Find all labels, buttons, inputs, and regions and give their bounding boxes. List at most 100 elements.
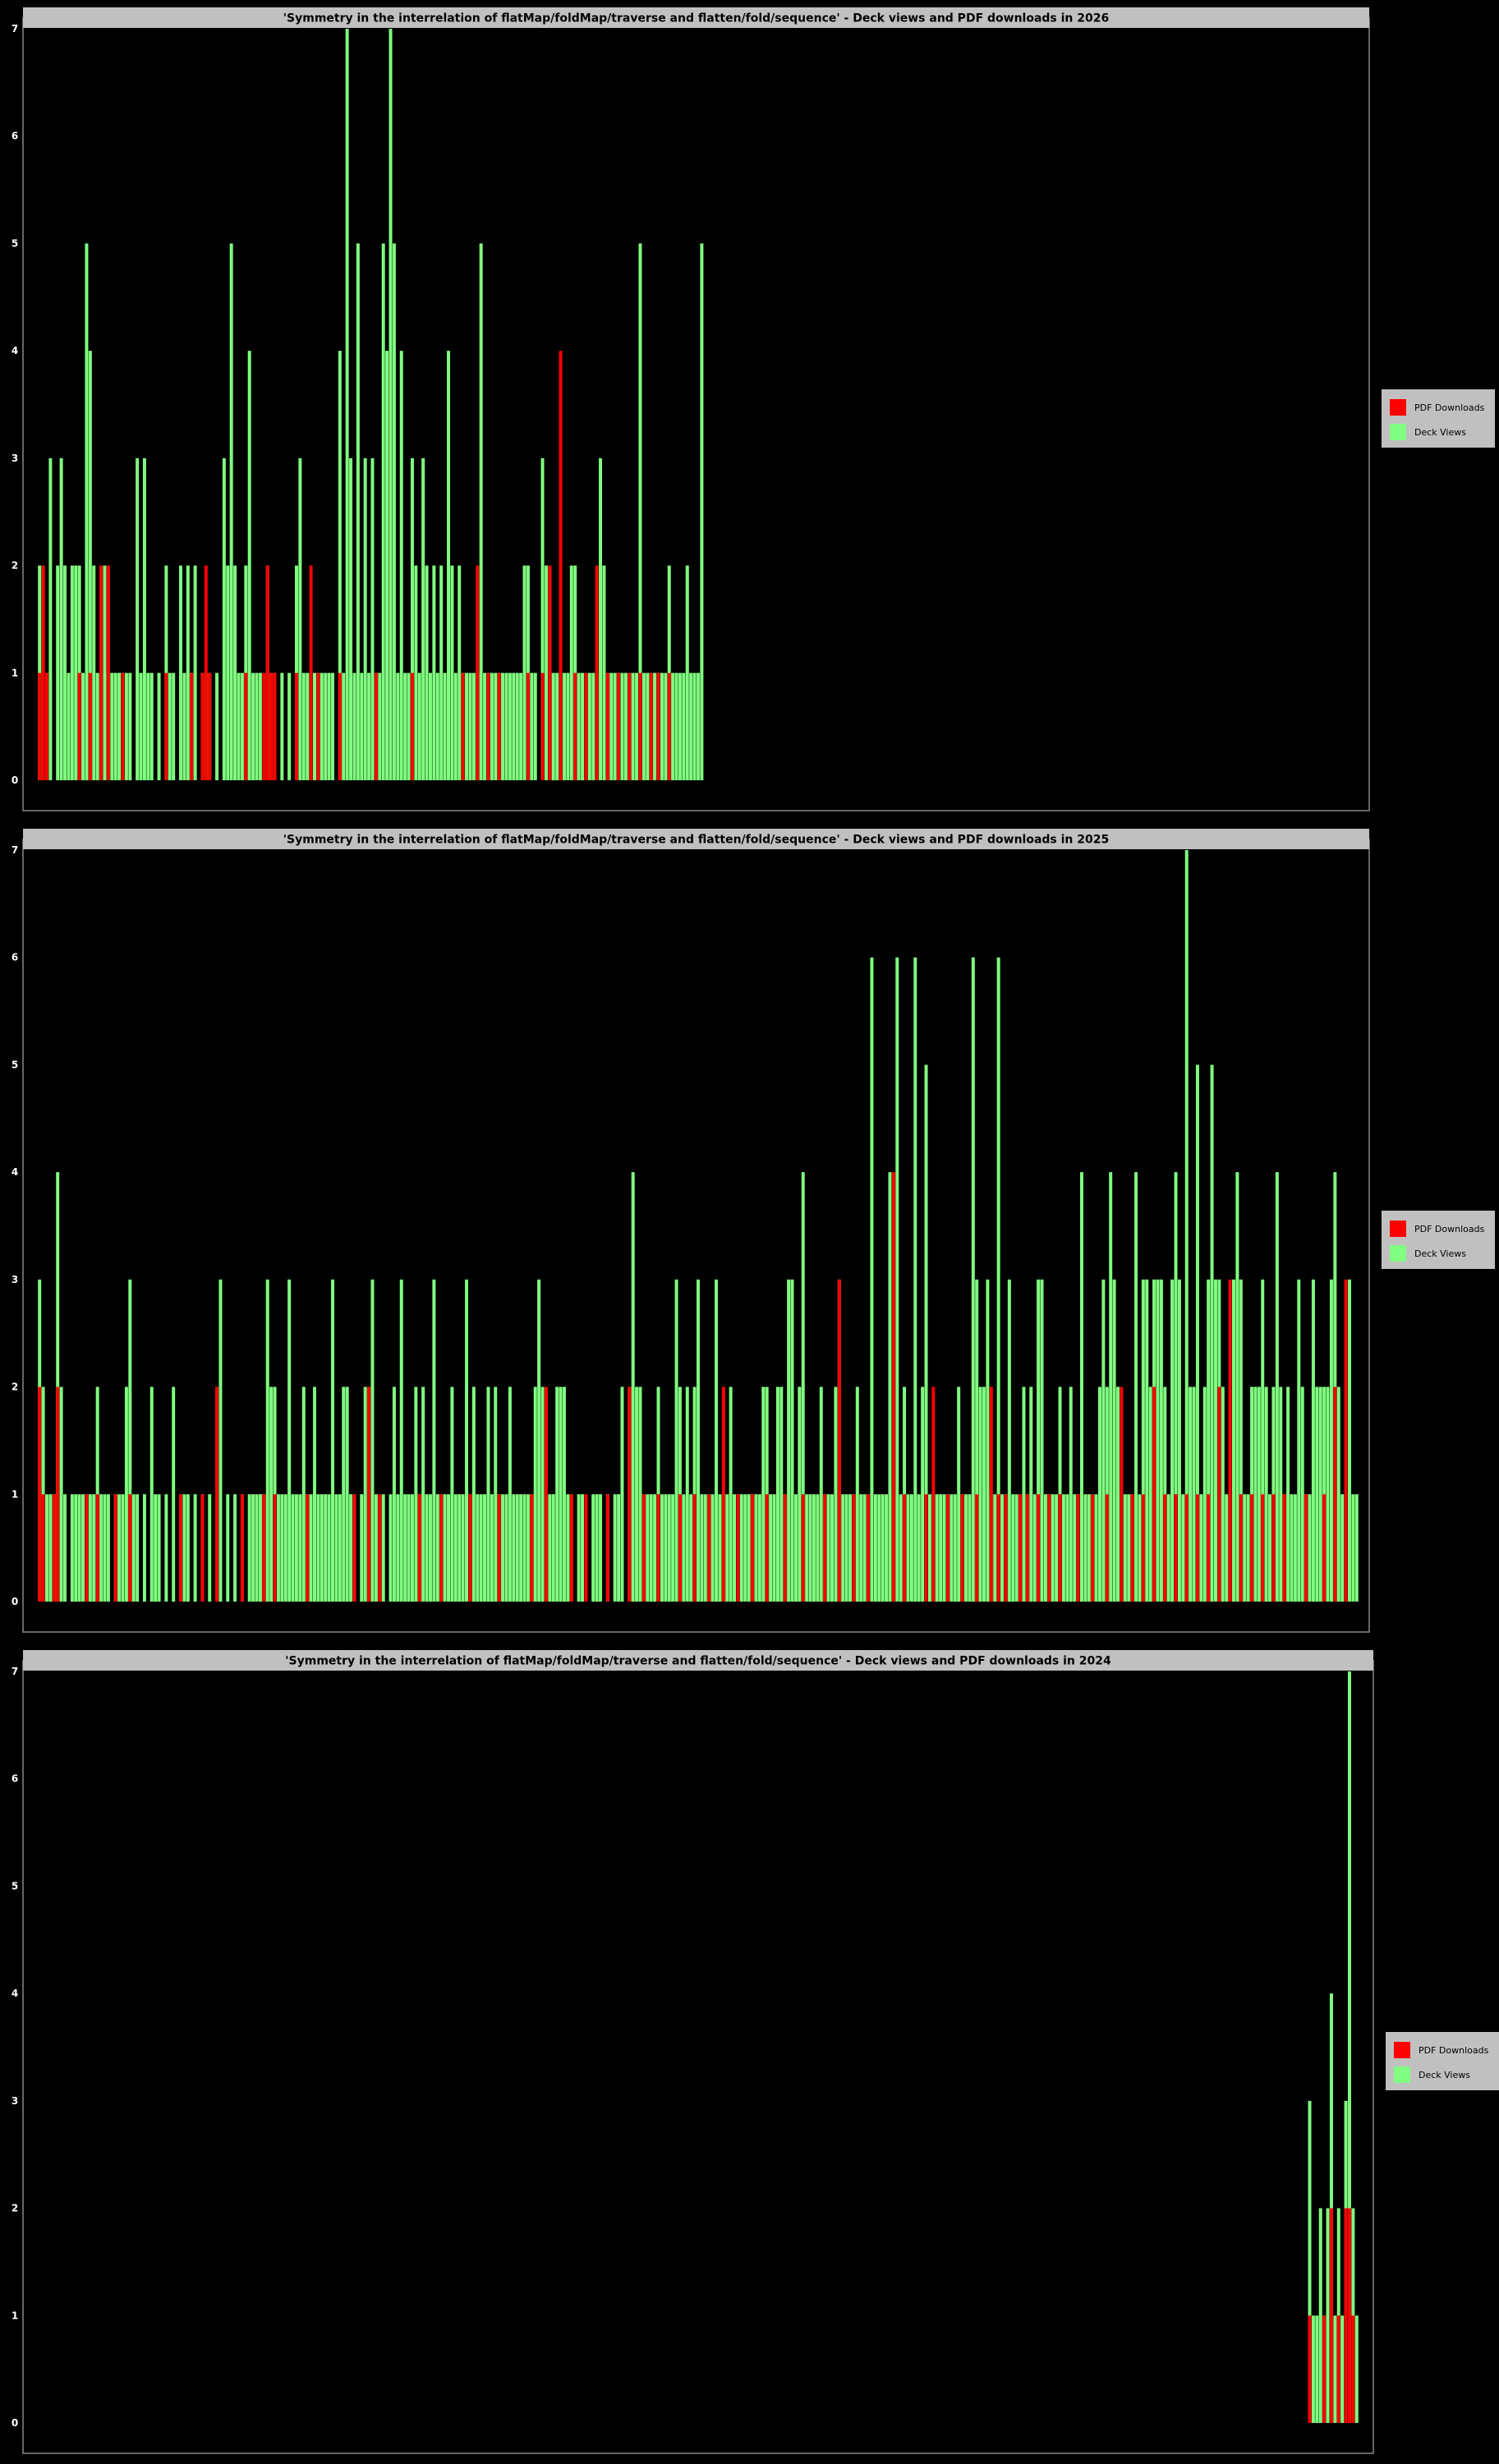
deck-views-bar [331,673,335,780]
pdf-downloads-bar [273,1494,277,1602]
deck-views-bar [1340,2315,1345,2423]
deck-views-bar [1286,1386,1290,1602]
pdf-downloads-bar [1195,1494,1199,1602]
deck-views-bar [345,29,349,780]
pdf-downloads-bar [1336,2315,1340,2423]
pdf-downloads-series [38,1172,1348,1602]
pdf-downloads-bar [960,1494,964,1602]
deck-views-bar [389,29,393,780]
deck-views-bar [172,673,176,780]
deck-views-bar [927,1494,931,1602]
deck-views-bar [320,1494,324,1602]
deck-views-bar [1308,2100,1312,2423]
deck-views-bar [533,673,537,780]
deck-views-bar [656,1386,660,1602]
deck-views-bar [519,673,523,780]
deck-views-bar [573,565,577,780]
pdf-downloads-bar [945,1494,950,1602]
deck-views-bar [313,1386,316,1602]
deck-views-bar [826,1494,830,1602]
deck-views-bar [819,1386,823,1602]
deck-views-bar [280,1494,284,1602]
deck-views-bar [229,243,233,780]
pdf-downloads-bar [417,1494,421,1602]
pdf-downloads-bar [996,1494,1000,1602]
y-tick-label: 7 [11,844,18,856]
deck-views-bar [99,1494,103,1602]
title-bar [23,1650,1373,1671]
deck-views-bar [715,1279,718,1602]
deck-views-bar [957,1386,961,1602]
deck-views-bar [1271,1386,1276,1602]
deck-views-bar [544,565,548,780]
deck-views-bar [360,673,364,780]
legend: PDF Downloads Deck Views [1382,1211,1495,1269]
deck-views-bar [124,673,128,780]
deck-views-bar [374,1494,378,1602]
deck-views-bar [392,1386,396,1602]
deck-views-bar [772,1494,776,1602]
pdf-downloads-bar [852,1494,856,1602]
chart-panel-2024: 'Symmetry in the interrelation of flatMa… [0,1643,1499,2464]
deck-views-bar [208,1494,212,1602]
deck-views-bar [667,1494,671,1602]
pdf-downloads-bar [1091,1494,1095,1602]
deck-views-bar [407,673,411,780]
deck-views-bar [453,673,458,780]
deck-views-bar [1336,2208,1340,2423]
pdf-downloads-bar [374,673,378,780]
pdf-downloads-bar [52,1494,56,1602]
deck-views-bar [563,673,566,780]
deck-views-bar [848,1494,852,1602]
pdf-downloads-bar [309,565,313,780]
y-tick-label: 5 [11,237,18,249]
deck-views-bar [121,1494,125,1602]
deck-views-bar [939,1494,943,1602]
deck-views-bar [81,1494,85,1602]
y-tick-label: 5 [11,1880,18,1892]
legend-swatch [1390,1221,1406,1237]
y-tick-label: 1 [11,1488,18,1500]
deck-views-bar [790,1279,794,1602]
deck-views-bar [765,1386,769,1602]
deck-views-series [38,29,704,780]
deck-views-bar [389,1494,393,1602]
deck-views-bar [591,673,595,780]
pdf-downloads-bar [476,565,480,780]
deck-views-bar [1065,1494,1069,1602]
deck-views-bar [649,1494,653,1602]
deck-views-bar [182,1494,186,1602]
deck-views-bar [45,1494,48,1602]
deck-views-bar [1235,1172,1239,1602]
deck-views-bar [1297,1279,1301,1602]
deck-views-bar [638,1386,642,1602]
deck-views-bar [396,1494,400,1602]
deck-views-bar [1195,1064,1199,1602]
pdf-downloads-bar [273,673,277,780]
deck-views-bar [95,1386,99,1602]
pdf-downloads-bar [352,1494,356,1602]
deck-views-bar [63,1494,67,1602]
deck-views-bar [410,1494,414,1602]
pdf-downloads-bar [316,673,320,780]
deck-views-bar [635,673,639,780]
deck-views-bar [320,673,324,780]
deck-views-bar [70,1494,74,1602]
deck-views-bar [251,673,255,780]
deck-views-bar [1213,1279,1217,1602]
deck-views-bar [812,1494,816,1602]
pdf-downloads-bar [38,673,42,780]
pdf-downloads-bar [45,673,48,780]
pdf-downloads-bar [128,1494,132,1602]
deck-views-bar [483,1494,487,1602]
deck-views-bar [432,1279,436,1602]
deck-views-series [38,850,1359,1602]
deck-views-bar [638,243,642,780]
deck-views-bar [342,1386,346,1602]
deck-views-bar [801,1172,805,1602]
pdf-downloads-bar [208,673,212,780]
deck-views-bar [1029,1386,1033,1602]
deck-views-bar [996,957,1000,1602]
pdf-downloads-bar [204,565,208,780]
deck-views-bar [113,673,117,780]
